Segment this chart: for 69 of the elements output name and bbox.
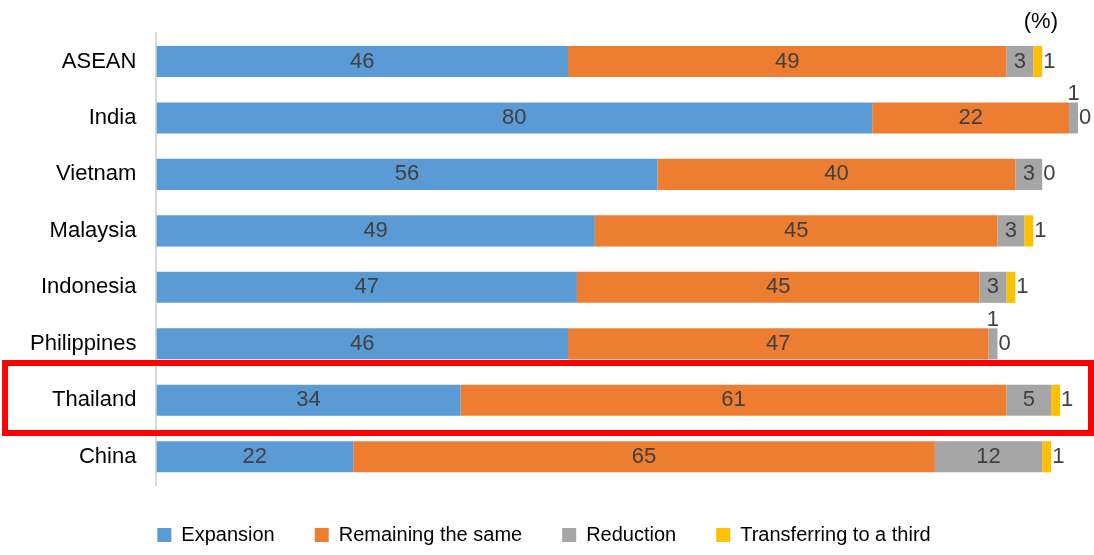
bar: [657, 158, 1016, 190]
data-label: 47: [766, 329, 791, 355]
data-label: 80: [502, 103, 527, 129]
bar: [156, 158, 658, 190]
data-label: 1: [1043, 47, 1056, 73]
data-label: 46: [349, 329, 375, 355]
legend-label: Remaining the same: [338, 522, 523, 545]
bar: [156, 328, 568, 360]
bar: [1069, 102, 1078, 134]
data-label: 65: [631, 442, 657, 468]
data-label: 22: [958, 103, 983, 129]
bar: [872, 102, 1070, 134]
data-label: 0: [1079, 103, 1092, 129]
data-label: 3: [1022, 160, 1035, 186]
y-tick-label: Vietnam: [56, 160, 137, 186]
y-tick-label: India: [88, 103, 138, 129]
data-label: 3: [1013, 47, 1026, 73]
bar: [156, 271, 577, 303]
bar: [1006, 271, 1016, 303]
data-label: 49: [774, 47, 800, 73]
data-label: 1: [1016, 273, 1029, 299]
data-label: 3: [1004, 216, 1018, 242]
data-label: 0: [998, 329, 1011, 355]
bar: [156, 102, 873, 134]
data-label: 1: [986, 306, 1000, 332]
data-label: 45: [783, 216, 809, 242]
data-label: 3: [986, 273, 1000, 299]
bar: [460, 384, 1007, 416]
bar: [594, 215, 998, 247]
data-label: 34: [296, 386, 321, 412]
bar: [353, 441, 935, 473]
data-label: 46: [349, 47, 375, 73]
bar: [1033, 45, 1043, 77]
bar: [934, 441, 1043, 473]
bar: [1051, 384, 1061, 416]
data-label: 12: [976, 442, 1001, 468]
y-tick-label: Indonesia: [40, 273, 138, 299]
y-tick-label: ASEAN: [61, 47, 137, 73]
legend-label: Transferring to a third: [740, 522, 931, 545]
annotation: (%): [1023, 8, 1058, 34]
data-label: 1: [1052, 442, 1065, 468]
bar: [567, 45, 1007, 77]
data-label: 0: [1043, 160, 1056, 186]
data-label: 1: [1061, 386, 1074, 412]
bar: [1024, 215, 1034, 247]
bar: [1042, 441, 1052, 473]
data-label: 1: [1067, 80, 1080, 106]
y-tick-label: Thailand: [52, 386, 137, 412]
data-label: 61: [721, 386, 746, 412]
legend-label: Expansion: [181, 522, 275, 545]
data-label: 56: [394, 160, 420, 186]
bar: [156, 215, 595, 247]
data-label: 49: [363, 216, 388, 242]
bar: [1006, 384, 1052, 416]
y-tick-label: Malaysia: [49, 216, 138, 242]
data-label: 5: [1022, 386, 1035, 412]
data-label: 47: [354, 273, 379, 299]
y-tick-label: Philippines: [30, 329, 137, 355]
y-tick-label: China: [78, 442, 138, 468]
bar: [156, 441, 354, 473]
data-label: 45: [766, 273, 791, 299]
bar: [156, 384, 461, 416]
legend-label: Reduction: [586, 522, 677, 545]
data-label: 1: [1034, 216, 1047, 242]
data-label: 22: [242, 442, 268, 468]
bar: [576, 271, 980, 303]
bar: [156, 45, 568, 77]
bar: [567, 328, 989, 360]
data-label: 40: [824, 160, 849, 186]
